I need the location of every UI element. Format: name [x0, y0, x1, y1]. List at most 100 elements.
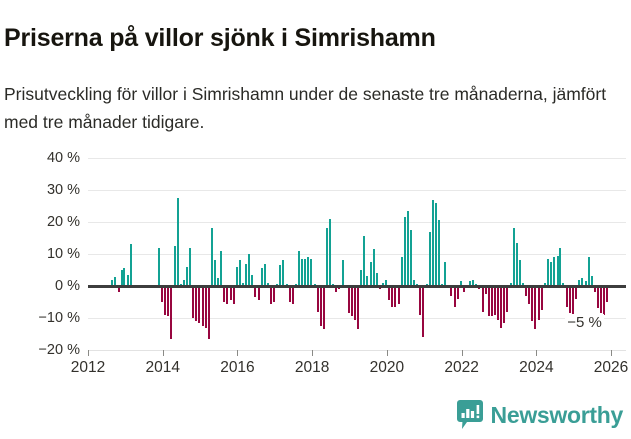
page-title: Priserna på villor sjönk i Simrishamn [4, 23, 436, 52]
bar [413, 279, 416, 286]
bar [453, 286, 456, 307]
bar [575, 286, 578, 299]
bar [593, 286, 596, 293]
bar [307, 257, 310, 286]
y-axis-tick-label: −10 % [38, 310, 80, 326]
bar [316, 286, 319, 312]
bar [431, 199, 434, 286]
bar [419, 286, 422, 315]
bar [232, 286, 235, 304]
bar [126, 274, 129, 286]
chart-footer: Newsworthy [0, 396, 631, 439]
bar [375, 273, 378, 286]
bar [556, 255, 559, 286]
bar [257, 286, 260, 301]
bar [519, 260, 522, 286]
x-axis-tick [88, 350, 89, 356]
bar [282, 260, 285, 286]
bar [310, 258, 313, 286]
bar [182, 279, 185, 286]
bar [248, 254, 251, 286]
y-axis-labels: 40 % 30 % 20 % 10 % 0 % −10 % −20 % [0, 151, 80, 358]
bar [223, 286, 226, 302]
x-axis-tick-label: 2020 [369, 359, 405, 376]
bar [176, 198, 179, 286]
x-axis-tick [461, 350, 463, 356]
bar [410, 230, 413, 286]
bar [323, 286, 325, 330]
bar [500, 286, 503, 328]
x-axis-tick-label: 2024 [519, 359, 554, 376]
bar [372, 249, 375, 286]
x-axis-tick [312, 350, 314, 356]
bar [559, 247, 562, 286]
bar [522, 282, 525, 286]
x-axis-tick [536, 350, 538, 356]
bar [213, 260, 216, 286]
bar [120, 270, 123, 286]
bar [251, 274, 254, 286]
bar [568, 286, 571, 314]
bar [550, 262, 553, 286]
bar [578, 279, 581, 286]
bar [388, 286, 391, 301]
bar [481, 286, 484, 312]
bar [129, 244, 132, 286]
bar [266, 282, 269, 286]
x-axis-tick [162, 350, 164, 356]
x-axis-tick-label: 2018 [294, 359, 330, 376]
bar [170, 286, 173, 339]
bar [244, 263, 247, 286]
bar [263, 263, 266, 286]
bar [391, 286, 394, 307]
bar [335, 286, 338, 293]
bar [123, 268, 126, 286]
bar [531, 286, 534, 322]
bar [347, 286, 350, 314]
bar [534, 286, 537, 330]
bar [164, 286, 167, 315]
bar [160, 286, 163, 302]
bar [459, 281, 462, 286]
gridline [88, 158, 626, 159]
bar [173, 246, 176, 286]
bar [220, 250, 223, 286]
bar [157, 247, 160, 286]
bar [114, 277, 117, 286]
bar [497, 286, 500, 320]
bar [584, 281, 587, 286]
bar [357, 286, 359, 330]
bar-chart: 40 % 30 % 20 % 10 % 0 % −10 % −20 % −5 % 2012 2… [0, 140, 631, 390]
x-axis-tick [386, 350, 388, 356]
bar [587, 257, 590, 286]
bar [363, 236, 366, 286]
bar [279, 265, 282, 286]
bar [438, 220, 441, 286]
bar [210, 228, 213, 286]
bar [603, 286, 606, 315]
bar [254, 286, 257, 298]
plot-area: −5 % [88, 158, 626, 351]
newsworthy-logo[interactable]: Newsworthy [456, 400, 623, 430]
y-axis-tick-label: 40 % [46, 150, 80, 166]
bar [528, 286, 531, 304]
bar [351, 286, 354, 317]
bar [562, 282, 565, 286]
bar [229, 286, 232, 301]
bar [444, 262, 447, 286]
bar [195, 286, 198, 322]
bar [456, 286, 459, 299]
bar [382, 282, 385, 286]
bar [111, 279, 114, 286]
bar [472, 279, 475, 286]
bar [512, 228, 515, 286]
x-axis-tick [611, 350, 613, 356]
x-axis-tick-label: 2012 [70, 359, 106, 376]
bar [543, 282, 546, 286]
x-axis: 2012 2014 2016 2018 2020 2022 2024 2026 [71, 350, 628, 390]
bar [369, 262, 372, 286]
bar [260, 268, 263, 286]
bar [403, 217, 406, 286]
bar [201, 286, 204, 326]
bar [185, 266, 188, 286]
